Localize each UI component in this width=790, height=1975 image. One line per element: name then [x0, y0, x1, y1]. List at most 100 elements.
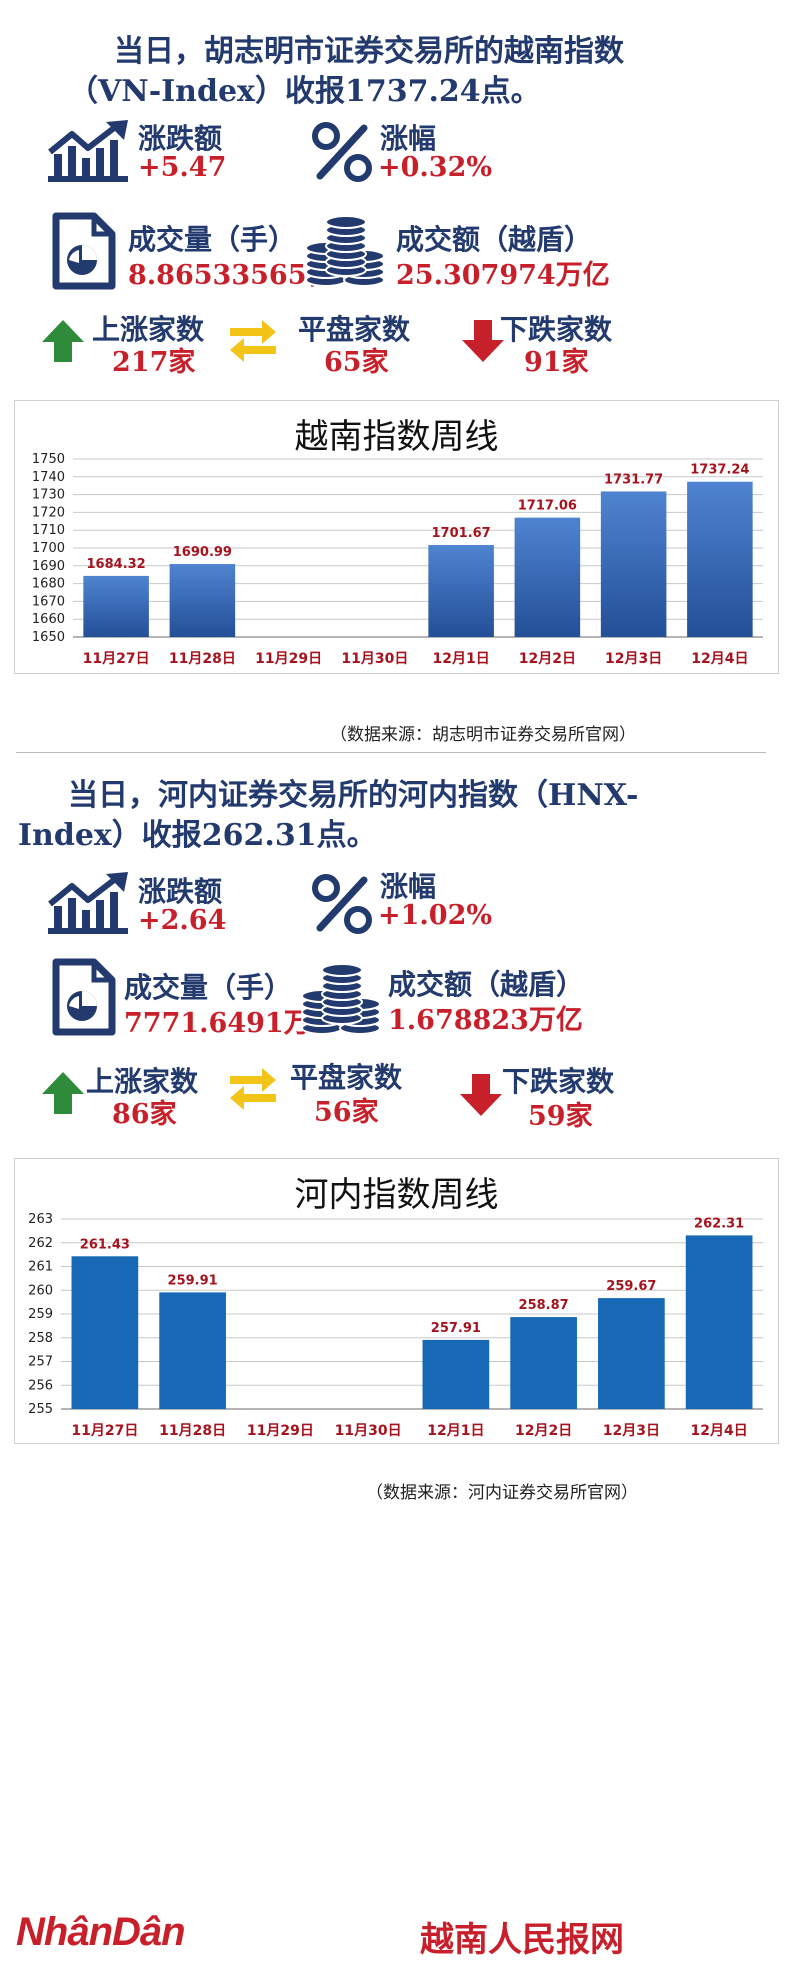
hnx-change-value: +2.64	[138, 905, 227, 936]
data-label: 1717.06	[518, 499, 577, 514]
x-tick-label: 11月28日	[159, 1423, 226, 1439]
vn-change-value: +5.47	[138, 152, 227, 183]
vn-down-label: 下跌家数	[500, 313, 613, 346]
data-label: 259.67	[606, 1279, 656, 1294]
hnx-down-value: 59家	[528, 1101, 593, 1132]
hnx-headline-line1: 当日，河内证券交易所的河内指数（HNX-	[68, 778, 639, 813]
vn-volume-value: 8.86533565亿	[128, 260, 334, 291]
vn-pct-label: 涨幅	[380, 122, 437, 155]
x-tick-label: 12月1日	[427, 1423, 484, 1439]
y-tick-label: 1740	[32, 470, 65, 485]
x-tick-label: 12月3日	[603, 1423, 660, 1439]
bar	[510, 1317, 577, 1409]
hnx-change-label: 涨跌额	[138, 875, 223, 908]
bar	[598, 1298, 665, 1409]
x-tick-label: 12月2日	[519, 651, 576, 667]
y-tick-label: 1660	[32, 612, 65, 627]
x-tick-label: 11月30日	[335, 1423, 402, 1439]
y-tick-label: 1730	[32, 488, 65, 503]
hnx-down-label: 下跌家数	[502, 1065, 615, 1098]
x-tick-label: 11月29日	[255, 651, 322, 667]
hnx-turnover-label: 成交额（越盾）	[388, 968, 585, 1001]
y-tick-label: 258	[28, 1331, 53, 1346]
bar	[83, 575, 149, 637]
hnx-headline: 当日，河内证券交易所的河内指数（HNX- Index）收报262.31点。	[18, 776, 773, 856]
hnx-flat-label: 平盘家数	[290, 1061, 403, 1094]
hnx-turnover-value: 1.678823万亿	[388, 1005, 583, 1036]
bar	[685, 1235, 753, 1409]
y-tick-label: 255	[28, 1402, 53, 1417]
x-tick-label: 11月28日	[169, 651, 236, 667]
vn-turnover-label: 成交额（越盾）	[396, 223, 593, 256]
bar	[169, 564, 236, 637]
up-arrow-icon	[40, 1070, 86, 1116]
rising-chart-icon	[44, 118, 134, 188]
brand-title: 越南人民报网	[420, 1920, 624, 1960]
vn-chart-title: 越南指数周线	[294, 417, 499, 457]
bar	[428, 545, 494, 637]
y-tick-label: 1700	[32, 541, 65, 556]
vn-headline: 当日，胡志明市证券交易所的越南指数 （VN-Index）收报1737.24点。	[18, 32, 773, 112]
hnx-up-value: 86家	[112, 1099, 177, 1130]
data-label: 1684.32	[87, 557, 146, 572]
hnx-chart-plot: 255 256 257 258 259 260 261 262 263 261.43 11月27日 2…	[28, 1212, 763, 1439]
hnx-flat-value: 56家	[314, 1097, 379, 1128]
bar	[600, 491, 667, 637]
vn-volume-label: 成交量（手）	[128, 223, 297, 256]
bar	[159, 1292, 226, 1409]
vn-down-value: 91家	[524, 347, 589, 378]
exchange-arrows-icon	[228, 1066, 278, 1110]
x-tick-label: 12月2日	[515, 1423, 572, 1439]
x-tick-label: 11月30日	[341, 651, 408, 667]
data-label: 262.31	[694, 1216, 744, 1231]
data-label: 1690.99	[173, 545, 232, 560]
vn-pct-value: +0.32%	[378, 152, 493, 183]
data-label: 259.91	[168, 1273, 218, 1288]
y-tick-label: 1690	[32, 559, 65, 574]
nhandan-logo: NhânDân	[16, 1910, 186, 1954]
down-arrow-icon	[458, 1072, 504, 1118]
y-tick-label: 257	[28, 1355, 53, 1370]
up-arrow-icon	[40, 318, 86, 364]
hnx-pct-value: +1.02%	[378, 900, 493, 931]
rising-chart-icon	[44, 870, 134, 940]
x-tick-label: 11月27日	[83, 651, 150, 667]
y-tick-label: 1670	[32, 594, 65, 609]
data-label: 1701.67	[432, 526, 491, 541]
vn-headline-line2: （VN-Index）收报1737.24点。	[68, 74, 541, 109]
vn-chart: 越南指数周线 1650 1660 1670 1680 1690 1700 1710 1720 1…	[14, 400, 779, 674]
x-tick-label: 11月29日	[247, 1423, 314, 1439]
vn-flat-value: 65家	[324, 347, 389, 378]
coins-stack-icon	[304, 208, 388, 288]
data-label: 258.87	[519, 1298, 569, 1313]
y-tick-label: 1750	[32, 452, 65, 467]
y-tick-label: 262	[28, 1236, 53, 1251]
data-label: 1731.77	[604, 472, 663, 487]
hnx-up-label: 上涨家数	[86, 1065, 199, 1098]
y-tick-label: 1720	[32, 505, 65, 520]
document-chart-icon	[52, 958, 116, 1036]
vn-chart-plot: 1650 1660 1670 1680 1690 1700 1710 1720 1730 1740…	[32, 452, 763, 667]
down-arrow-icon	[460, 318, 506, 364]
hnx-volume-value: 7771.6491万	[124, 1008, 311, 1039]
vn-up-value: 217家	[112, 347, 196, 378]
data-label: 1737.24	[690, 463, 749, 478]
data-label: 257.91	[431, 1321, 481, 1336]
percent-icon	[310, 120, 374, 184]
bar	[687, 481, 753, 637]
vn-source: （数据来源：胡志明市证券交易所官网）	[330, 725, 636, 745]
hnx-chart: 河内指数周线 255 256 257 258 259 260 261 262 263 261.43…	[14, 1158, 779, 1444]
data-label: 261.43	[80, 1237, 130, 1252]
y-tick-label: 256	[28, 1378, 53, 1393]
document-chart-icon	[52, 212, 116, 290]
y-tick-label: 261	[28, 1260, 53, 1275]
hnx-volume-label: 成交量（手）	[124, 971, 293, 1004]
x-tick-label: 12月3日	[605, 651, 662, 667]
x-tick-label: 12月1日	[433, 651, 490, 667]
exchange-arrows-icon	[228, 318, 278, 362]
vn-turnover-value: 25.307974万亿	[396, 260, 610, 291]
hnx-source: （数据来源：河内证券交易所官网）	[366, 1483, 638, 1503]
hnx-pct-label: 涨幅	[380, 870, 437, 903]
y-tick-label: 260	[28, 1283, 53, 1298]
bar	[71, 1256, 139, 1409]
